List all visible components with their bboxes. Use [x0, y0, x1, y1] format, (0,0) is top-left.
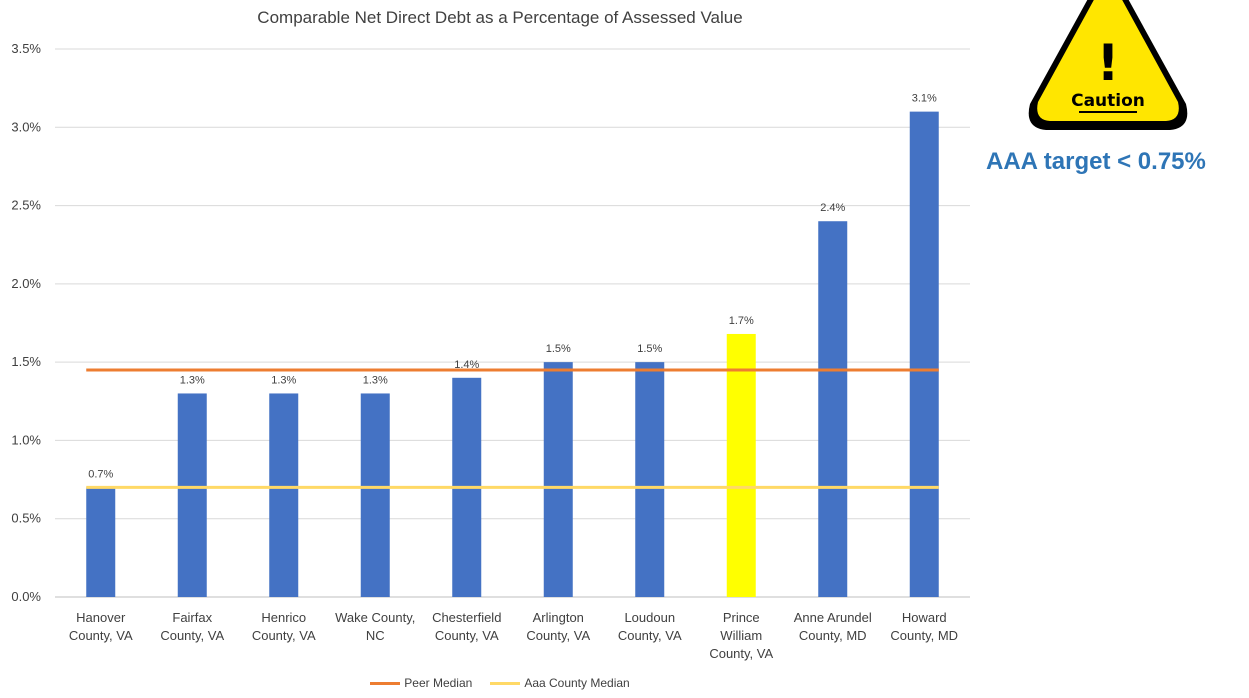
y-tick-label: 2.0%	[11, 276, 41, 291]
legend-label-peer-median: Peer Median	[404, 676, 473, 690]
bar	[818, 221, 848, 597]
data-label: 1.4%	[454, 359, 479, 371]
x-tick-label: Howard County, MD	[890, 610, 958, 643]
data-label: 1.5%	[546, 343, 571, 355]
x-tick-label: Loudoun County, VA	[618, 610, 682, 643]
data-labels: 0.7% 1.3% 1.3% 1.3% 1.4% 1.5% 1.5% 1.7% 2.4% 3.1%	[88, 93, 937, 481]
x-tick-label: Hanover County, VA	[69, 610, 133, 643]
bar	[635, 362, 665, 597]
data-label: 2.4%	[820, 202, 845, 214]
bar	[86, 487, 116, 597]
aaa-target-annotation: AAA target < 0.75%	[986, 148, 1206, 175]
caution-label: Caution	[1071, 91, 1145, 111]
y-tick-label: 0.5%	[11, 511, 41, 526]
bar	[177, 393, 207, 597]
reference-lines	[86, 368, 939, 489]
bar-chart: 0.0% 0.5% 1.0% 1.5% 2.0% 2.5% 3.0% 3.5% 0.7% 1.3…	[11, 41, 970, 661]
x-axis-labels: Hanover County, VA Fairfax County, VA Henric…	[69, 610, 958, 661]
bar	[269, 393, 299, 597]
bar	[360, 393, 390, 597]
data-label: 1.3%	[363, 374, 388, 386]
x-tick-label: Prince William County, VA	[709, 610, 773, 661]
bar	[726, 333, 756, 597]
legend-swatch-peer-median	[370, 681, 401, 685]
y-tick-label: 3.5%	[11, 41, 41, 56]
data-label: 0.7%	[88, 468, 113, 480]
y-tick-label: 1.5%	[11, 354, 41, 369]
x-tick-label: Fairfax County, VA	[160, 610, 224, 643]
y-tick-label: 1.0%	[11, 432, 41, 447]
y-tick-label: 0.0%	[11, 589, 41, 604]
caution-exclamation: !	[1097, 34, 1120, 92]
y-axis-ticks: 0.0% 0.5% 1.0% 1.5% 2.0% 2.5% 3.0% 3.5%	[11, 41, 41, 604]
data-label: 1.3%	[180, 374, 205, 386]
bars	[86, 111, 939, 597]
y-tick-label: 3.0%	[11, 119, 41, 134]
data-label: 1.3%	[271, 374, 296, 386]
legend-label-aaa-county-median: Aaa County Median	[524, 676, 630, 690]
bar	[909, 111, 939, 597]
x-tick-label: Anne Arundel County, MD	[794, 610, 872, 643]
x-tick-label: Henrico County, VA	[252, 610, 316, 643]
bar	[543, 362, 573, 597]
caution-warning-icon: ! Caution	[1028, 0, 1188, 130]
data-label: 1.7%	[729, 315, 754, 327]
y-tick-label: 2.5%	[11, 198, 41, 213]
legend-item-aaa-county-median: Aaa County Median	[490, 676, 630, 690]
chart-title: Comparable Net Direct Debt as a Percenta…	[257, 8, 743, 27]
x-tick-label: Arlington County, VA	[526, 610, 590, 643]
caution-sign: ! Caution	[1000, 0, 1200, 140]
chart-legend: Peer Median Aaa County Median	[0, 676, 1000, 690]
data-label: 1.5%	[637, 343, 662, 355]
x-tick-label: Wake County, NC	[335, 610, 415, 643]
data-label: 3.1%	[912, 93, 937, 105]
gridlines	[55, 48, 970, 598]
x-tick-label: Chesterfield County, VA	[432, 610, 501, 643]
legend-item-peer-median: Peer Median	[370, 676, 472, 690]
legend-swatch-aaa-county-median	[490, 681, 521, 685]
